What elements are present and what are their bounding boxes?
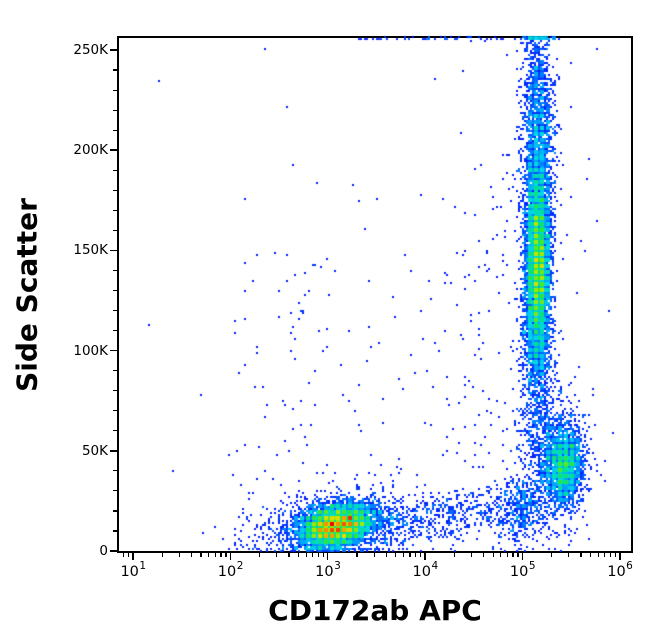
y-minor-tick <box>113 490 117 492</box>
x-minor-tick <box>288 553 290 557</box>
y-minor-tick <box>113 309 117 312</box>
y-minor-tick <box>113 169 117 171</box>
x-tick-label: 105 <box>509 560 536 580</box>
x-minor-tick <box>420 553 422 557</box>
x-minor-tick <box>214 553 216 557</box>
x-minor-tick <box>517 553 519 557</box>
y-major-tick <box>110 49 117 51</box>
y-minor-tick <box>113 129 117 131</box>
x-major-tick <box>326 553 329 560</box>
x-minor-tick <box>322 553 324 557</box>
x-major-tick <box>132 553 134 560</box>
y-major-tick <box>110 149 117 151</box>
y-minor-tick <box>113 109 117 111</box>
x-minor-tick <box>312 553 314 557</box>
y-minor-tick <box>113 209 117 211</box>
y-tick-label: 50K <box>81 442 108 459</box>
y-minor-tick <box>113 289 117 292</box>
x-minor-tick <box>512 553 514 557</box>
x-minor-tick <box>604 553 606 557</box>
x-minor-tick <box>356 553 358 557</box>
y-minor-tick <box>113 189 117 191</box>
x-minor-tick <box>373 553 375 557</box>
x-minor-tick <box>200 553 202 557</box>
y-major-tick <box>110 450 117 452</box>
y-minor-tick <box>113 229 117 231</box>
x-minor-tick <box>297 553 299 557</box>
x-minor-tick <box>220 553 222 557</box>
y-tick-label: 100K <box>73 342 108 359</box>
x-tick-label: 101 <box>120 560 147 580</box>
x-minor-tick <box>191 553 193 557</box>
x-minor-tick <box>122 553 125 557</box>
y-minor-tick <box>113 530 117 532</box>
x-minor-tick <box>127 553 130 557</box>
x-minor-tick <box>609 553 611 557</box>
y-minor-tick <box>113 89 117 91</box>
x-minor-tick <box>470 553 473 557</box>
x-minor-tick <box>597 553 599 557</box>
x-minor-tick <box>589 553 592 557</box>
x-minor-tick <box>551 553 553 557</box>
x-tick-label: 102 <box>217 560 244 580</box>
y-minor-tick <box>113 470 117 472</box>
y-minor-tick <box>113 69 117 71</box>
y-major-tick <box>110 249 117 252</box>
y-minor-tick <box>113 329 117 332</box>
x-tick-label: 104 <box>412 560 439 580</box>
x-minor-tick <box>409 553 411 557</box>
x-minor-tick <box>225 553 227 557</box>
x-minor-tick <box>483 553 485 557</box>
x-tick-label: 106 <box>607 560 633 580</box>
x-minor-tick <box>276 553 278 557</box>
x-major-tick <box>619 553 621 560</box>
x-minor-tick <box>453 553 455 557</box>
y-minor-tick <box>113 510 117 512</box>
x-minor-tick <box>395 553 397 557</box>
x-minor-tick <box>614 553 616 557</box>
x-minor-tick <box>500 553 502 557</box>
x-minor-tick <box>317 553 319 557</box>
y-minor-tick <box>113 390 117 392</box>
x-minor-tick <box>506 553 508 557</box>
x-tick-label: 103 <box>315 560 341 580</box>
x-major-tick <box>229 553 232 560</box>
x-minor-tick <box>402 553 405 557</box>
y-tick-label: 250K <box>73 42 108 59</box>
y-minor-tick <box>113 430 117 432</box>
x-minor-tick <box>385 553 387 557</box>
y-axis-title: Side Scatter <box>10 198 44 392</box>
x-minor-tick <box>492 553 494 557</box>
y-major-tick <box>110 349 117 352</box>
x-minor-tick <box>305 553 307 557</box>
x-minor-tick <box>259 553 261 557</box>
x-minor-tick <box>161 553 163 557</box>
x-minor-tick <box>208 553 210 557</box>
x-minor-tick <box>580 553 582 557</box>
y-tick-label: 150K <box>73 242 108 259</box>
x-major-tick <box>424 553 426 560</box>
x-minor-tick <box>178 553 181 557</box>
x-minor-tick <box>415 553 417 557</box>
y-major-tick <box>110 550 117 552</box>
x-major-tick <box>521 553 524 560</box>
x-axis-title: CD172ab APC <box>268 594 482 627</box>
y-minor-tick <box>113 269 117 272</box>
y-tick-label: 0 <box>99 543 108 559</box>
y-minor-tick <box>113 410 117 412</box>
y-minor-tick <box>113 370 117 372</box>
x-minor-tick <box>568 553 570 557</box>
y-tick-label: 200K <box>73 142 108 159</box>
